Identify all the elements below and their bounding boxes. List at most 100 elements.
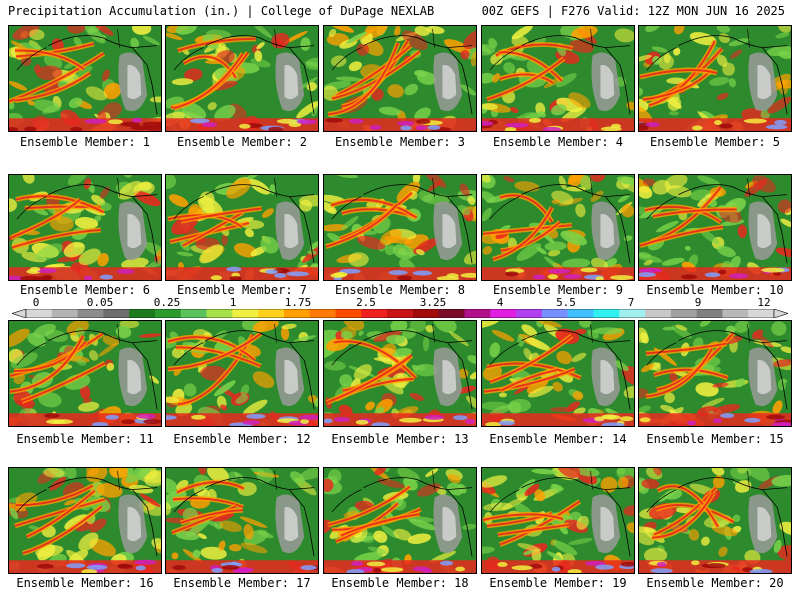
colorbar-tick-label: 12 [757, 296, 771, 309]
ensemble-member-map [323, 25, 477, 132]
ensemble-member-map [481, 320, 635, 427]
ensemble-member-map [165, 25, 319, 132]
colorbar-swatch [26, 309, 53, 318]
ensemble-member-label: Ensemble Member: 13 [331, 432, 469, 446]
ensemble-member-map [323, 174, 477, 281]
colorbar-swatch [103, 309, 130, 318]
colorbar-tick-label: 2.5 [356, 296, 376, 309]
ensemble-member-label: Ensemble Member: 3 [334, 135, 466, 149]
ensemble-member-label: Ensemble Member: 11 [16, 432, 154, 446]
precip-field [166, 321, 318, 426]
colorbar-swatch [180, 309, 207, 318]
ensemble-member-label: Ensemble Member: 12 [173, 432, 311, 446]
ensemble-member-label: Ensemble Member: 4 [492, 135, 624, 149]
precip-field [482, 26, 634, 131]
ensemble-member-label: Ensemble Member: 10 [646, 283, 784, 297]
colorbar-tick-label: 0.25 [153, 296, 181, 309]
ensemble-member-label: Ensemble Member: 1 [19, 135, 151, 149]
colorbar-swatch [516, 309, 543, 318]
ensemble-member-map [481, 25, 635, 132]
ensemble-member-map [638, 467, 792, 574]
ensemble-member-label: Ensemble Member: 18 [331, 576, 469, 590]
ensemble-member-map [638, 174, 792, 281]
ensemble-member-map [165, 467, 319, 574]
colorbar-max-arrow [773, 309, 788, 318]
colorbar-swatch [464, 309, 491, 318]
precip-field [482, 321, 634, 426]
colorbar-tick-labels: 0 0.05 0.25 1 1.75 2.5 3.25 4 5.5 7 9 12 [0, 297, 800, 309]
colorbar-swatch [645, 309, 672, 318]
map-title: Precipitation Accumulation (in.) | Colle… [8, 4, 435, 18]
precip-field [9, 26, 161, 131]
ensemble-member-map [8, 174, 162, 281]
precip-field [9, 175, 161, 280]
ensemble-member-map [323, 320, 477, 427]
colorbar-swatch [258, 309, 285, 318]
colorbar-tick-label: 0 [32, 296, 40, 309]
ensemble-member-label: Ensemble Member: 7 [176, 283, 308, 297]
colorbar-swatch [748, 309, 775, 318]
ensemble-member-label: Ensemble Member: 15 [646, 432, 784, 446]
model-valid-time: 00Z GEFS | F276 Valid: 12Z MON JUN 16 20… [481, 4, 785, 18]
precip-field [639, 26, 791, 131]
colorbar-swatch [154, 309, 182, 318]
colorbar-swatch [593, 309, 620, 318]
colorbar-swatch [619, 309, 646, 318]
colorbar-tick-label: 5.5 [556, 296, 576, 309]
ensemble-member-map [638, 320, 792, 427]
precip-field [639, 175, 791, 280]
colorbar-swatch [51, 309, 78, 318]
ensemble-member-label: Ensemble Member: 2 [176, 135, 308, 149]
precip-field [482, 468, 634, 573]
ensemble-member-map [165, 174, 319, 281]
precip-field [166, 26, 318, 131]
colorbar-min-arrow [12, 309, 27, 318]
colorbar-tick-label: 7 [627, 296, 635, 309]
precip-field [639, 321, 791, 426]
precip-field [324, 321, 476, 426]
colorbar-swatch [335, 309, 362, 318]
ensemble-member-map [165, 320, 319, 427]
precip-field [482, 175, 634, 280]
colorbar-swatch [490, 309, 517, 318]
ensemble-member-label: Ensemble Member: 5 [649, 135, 781, 149]
colorbar-tick-label: 3.25 [419, 296, 447, 309]
ensemble-member-label: Ensemble Member: 17 [173, 576, 311, 590]
colorbar-swatch [567, 309, 594, 318]
precip-field [324, 26, 476, 131]
ensemble-member-map [638, 25, 792, 132]
precip-field [9, 468, 161, 573]
colorbar-swatch [283, 309, 311, 318]
ensemble-member-map [481, 174, 635, 281]
precip-field [9, 321, 161, 426]
precip-field [639, 468, 791, 573]
colorbar-swatch [541, 309, 568, 318]
colorbar-swatch [206, 309, 233, 318]
colorbar-swatch [438, 309, 465, 318]
precip-field [324, 468, 476, 573]
colorbar-swatch [722, 309, 749, 318]
colorbar-tick-label: 1 [229, 296, 237, 309]
precipitation-colorbar [12, 309, 788, 318]
colorbar-swatch [387, 309, 414, 318]
ensemble-member-map [8, 25, 162, 132]
colorbar-swatch [309, 309, 336, 318]
colorbar-swatch [412, 309, 439, 318]
ensemble-member-map [8, 467, 162, 574]
ensemble-member-label: Ensemble Member: 9 [492, 283, 624, 297]
colorbar-swatch [696, 309, 723, 318]
colorbar-tick-label: 9 [694, 296, 702, 309]
colorbar-tick-label: 4 [496, 296, 504, 309]
colorbar-swatch [77, 309, 104, 318]
colorbar-swatch [232, 309, 259, 318]
ensemble-member-map [8, 320, 162, 427]
ensemble-member-map [323, 467, 477, 574]
ensemble-member-label: Ensemble Member: 20 [646, 576, 784, 590]
ensemble-member-map [481, 467, 635, 574]
colorbar-tick-label: 1.75 [284, 296, 312, 309]
precip-field [166, 175, 318, 280]
ensemble-member-label: Ensemble Member: 14 [489, 432, 627, 446]
ensemble-member-label: Ensemble Member: 8 [334, 283, 466, 297]
ensemble-member-label: Ensemble Member: 19 [489, 576, 627, 590]
precip-field [166, 468, 318, 573]
